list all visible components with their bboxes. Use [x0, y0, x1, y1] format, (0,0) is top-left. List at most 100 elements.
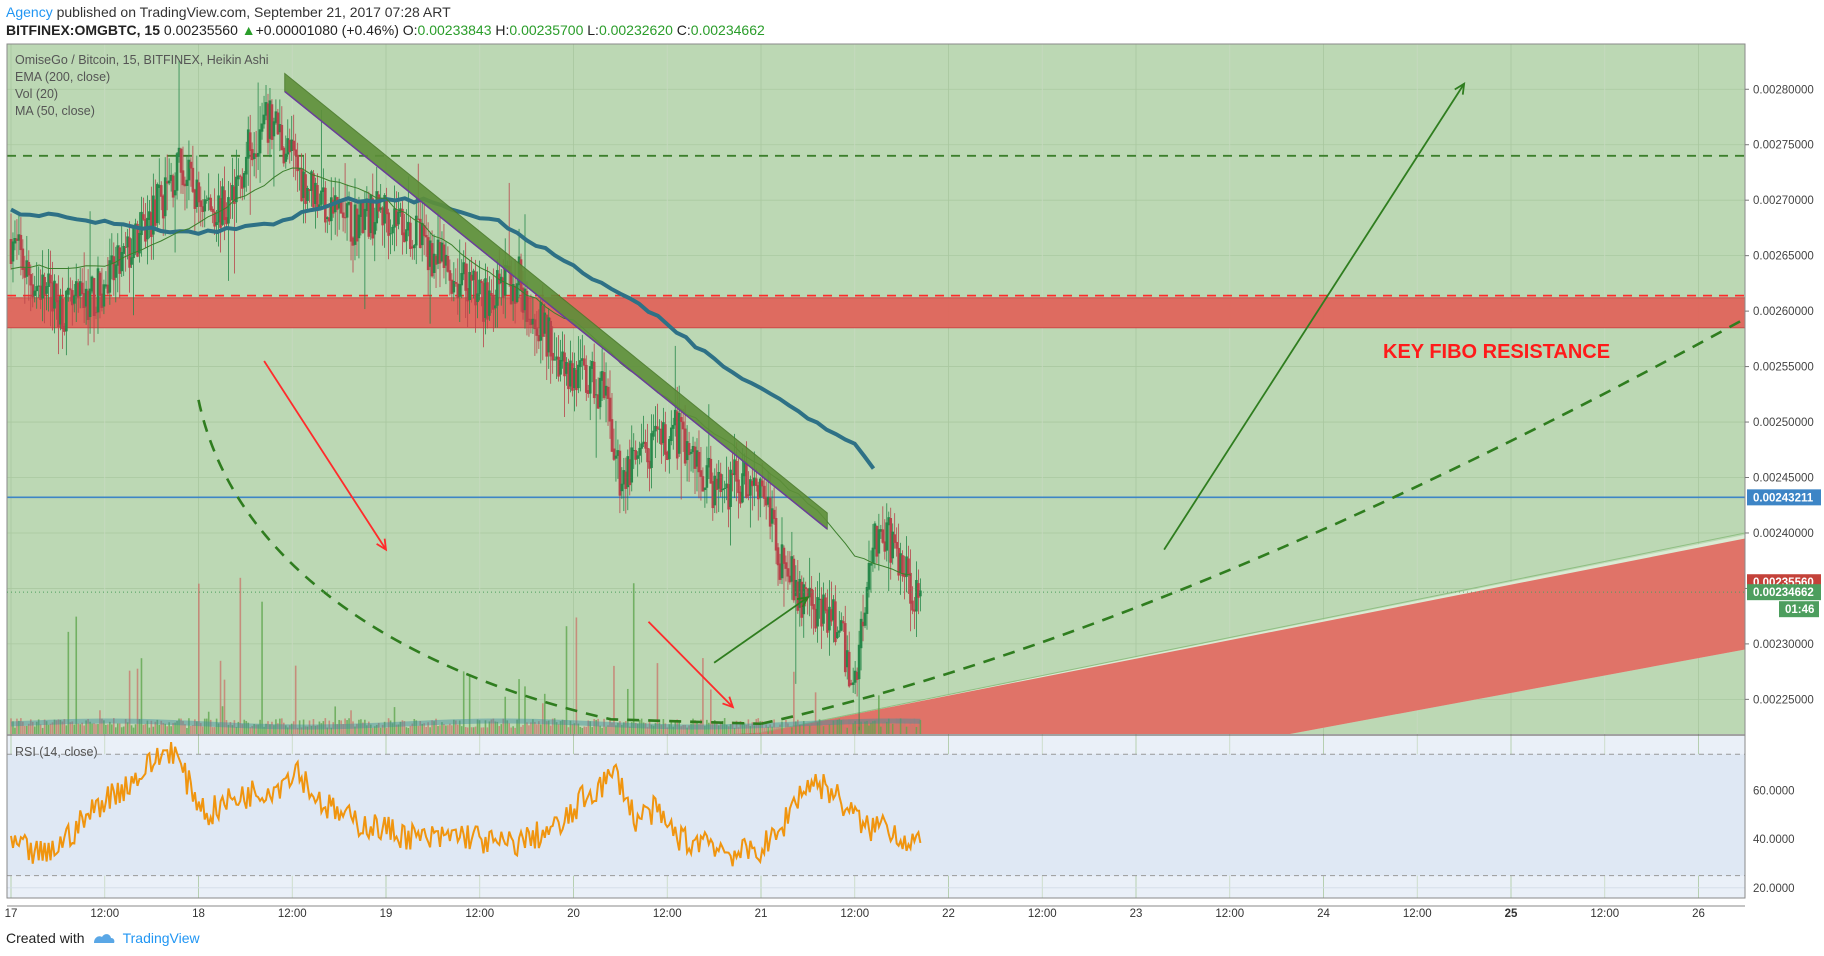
- volume-bar: [407, 727, 410, 734]
- volume-bar: [911, 724, 914, 734]
- candle-body: [800, 581, 804, 618]
- key-fibo-resistance-label: KEY FIBO RESISTANCE: [1383, 341, 1610, 363]
- volume-bar: [170, 726, 172, 734]
- volume-bar: [530, 722, 532, 734]
- candle-body: [464, 263, 467, 291]
- candle-body: [460, 272, 464, 286]
- candle-body: [760, 480, 764, 487]
- x-tick-label: 21: [755, 908, 768, 920]
- volume-bar: [168, 722, 170, 734]
- candle-body: [195, 179, 199, 207]
- candle-body: [72, 295, 76, 304]
- volume-bar: [889, 725, 892, 734]
- volume-bar: [71, 721, 74, 734]
- candle-body: [405, 229, 408, 242]
- candle-body: [266, 103, 270, 143]
- volume-bar: [492, 718, 495, 734]
- candle-body: [29, 274, 33, 286]
- volume-bar: [706, 719, 708, 734]
- candle-body: [302, 171, 305, 198]
- volume-bar: [405, 727, 408, 734]
- candle-body: [102, 284, 106, 307]
- candle-body: [442, 244, 446, 268]
- volume-bar: [541, 703, 544, 734]
- volume-bar: [199, 723, 202, 734]
- volume-bar: [69, 722, 72, 734]
- candle-body: [173, 190, 177, 196]
- candle-body: [497, 273, 501, 285]
- candle-body: [407, 221, 410, 231]
- candle-body: [132, 225, 135, 259]
- volume-bar: [387, 718, 390, 734]
- volume-bar: [597, 718, 599, 734]
- green-arrow-4-head: [1454, 81, 1466, 95]
- candle-body: [808, 587, 811, 598]
- candle-body: [486, 282, 489, 320]
- x-tick-label: 20: [567, 908, 580, 920]
- candle-body: [217, 195, 220, 223]
- candle-body: [286, 138, 290, 155]
- candle-body: [361, 202, 365, 233]
- y-tick-label: 0.00260000: [1753, 306, 1814, 318]
- volume-bar: [783, 727, 785, 734]
- candle-body: [547, 317, 551, 353]
- candle-body: [851, 682, 855, 685]
- volume-bar: [694, 720, 696, 734]
- candle-body: [586, 390, 590, 394]
- volume-bar: [91, 723, 93, 734]
- candle-body: [721, 488, 724, 491]
- volume-bar: [595, 719, 597, 734]
- volume-bar: [814, 692, 817, 734]
- volume-bar: [172, 723, 174, 734]
- candle-body: [65, 290, 68, 332]
- volume-bar: [478, 720, 481, 734]
- candle-body: [812, 604, 815, 610]
- volume-bar: [745, 724, 748, 734]
- y-tick-label: 0.00240000: [1753, 528, 1814, 540]
- volume-bar: [615, 725, 617, 734]
- candle-body: [553, 359, 556, 361]
- candle-body: [21, 248, 25, 270]
- candle-body: [74, 281, 78, 297]
- time-axis[interactable]: 17 12:00 18 12:00 19 12:00 20 12:00 21 12:00 22 12:…: [5, 905, 1745, 920]
- candle-body: [715, 478, 719, 490]
- volume-bar: [259, 719, 261, 734]
- volume-bar: [227, 724, 230, 734]
- volume-bar: [55, 720, 58, 734]
- tradingview-link[interactable]: TradingView: [122, 930, 200, 946]
- volume-bar: [53, 719, 56, 734]
- volume-bar: [798, 724, 801, 734]
- volume-bar: [468, 674, 471, 734]
- volume-bar: [646, 727, 649, 734]
- legend-title: OmiseGo / Bitcoin, 15, BITFINEX, Heikin …: [15, 53, 269, 67]
- volume-bar: [447, 725, 449, 734]
- volume-bar: [421, 723, 423, 734]
- volume-bar: [715, 722, 718, 734]
- candle-body: [733, 459, 736, 475]
- candle-body: [885, 522, 889, 551]
- candle-body: [43, 276, 46, 296]
- volume-bar: [901, 724, 904, 734]
- volume-bar: [725, 724, 728, 734]
- candle-body: [70, 290, 74, 306]
- volume-bar: [314, 725, 317, 734]
- candle-body: [778, 563, 782, 580]
- volume-bar: [672, 726, 675, 734]
- volume-bar: [342, 724, 344, 734]
- candle-body: [488, 290, 491, 316]
- candle-body: [879, 529, 883, 532]
- candle-body: [248, 132, 252, 151]
- candle-body: [138, 232, 141, 254]
- author-link[interactable]: Agency: [6, 4, 53, 20]
- volume-bar: [658, 722, 661, 734]
- volume-bar: [561, 719, 564, 734]
- candle-body: [845, 650, 849, 668]
- candle-body: [59, 296, 62, 325]
- candle-body: [468, 271, 471, 301]
- candle-body: [594, 394, 598, 396]
- volume-bar: [856, 726, 858, 734]
- volume-bar: [664, 723, 667, 734]
- candle-body: [749, 479, 752, 496]
- volume-bar: [779, 724, 781, 734]
